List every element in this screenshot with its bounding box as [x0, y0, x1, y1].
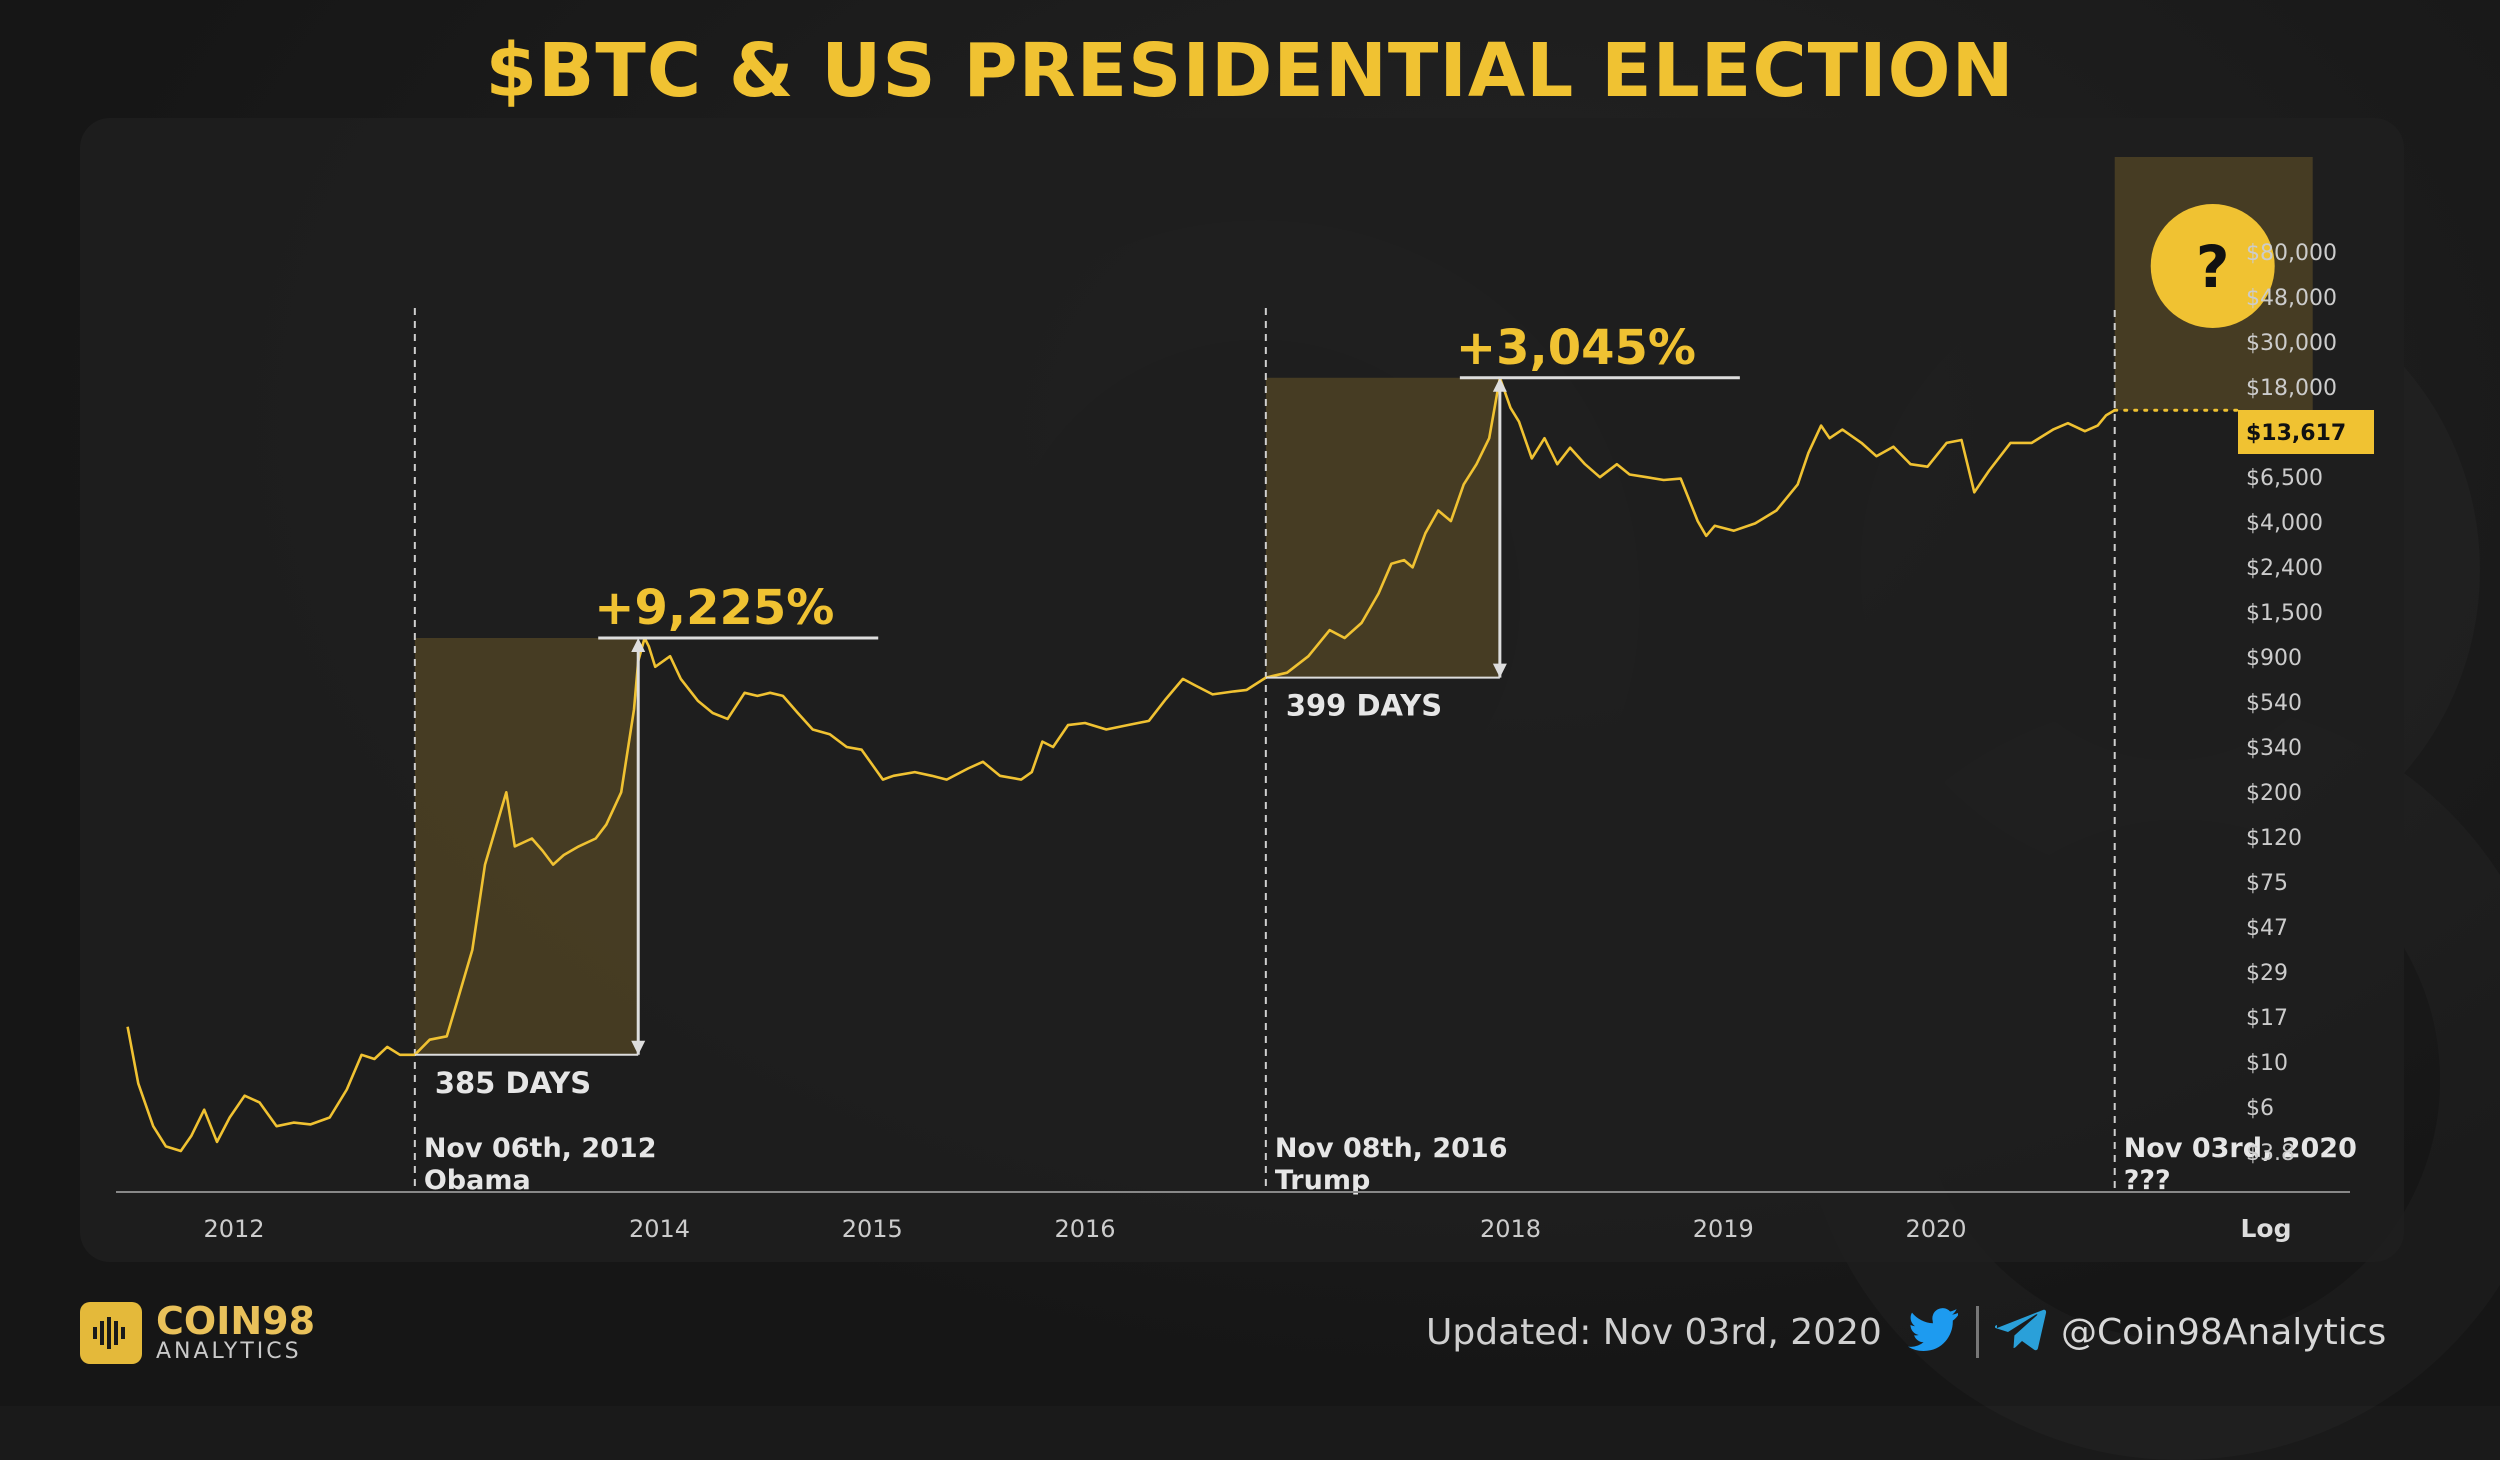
current-price-badge: [2238, 410, 2374, 454]
x-tick-label: 2020: [1905, 1215, 1966, 1243]
rally-arrow-head-down: [1492, 663, 1507, 678]
y-tick-label: $10: [2246, 1051, 2288, 1076]
y-tick-label: $80,000: [2246, 241, 2337, 266]
y-tick-label: $3.8: [2246, 1141, 2295, 1166]
y-tick-label: $200: [2246, 781, 2302, 806]
y-tick-label: $47: [2246, 916, 2288, 941]
rally-box: [414, 637, 639, 1055]
rally-days-label: 385 DAYS: [435, 1066, 591, 1100]
rally-days-label: 399 DAYS: [1286, 689, 1442, 723]
brand-subtitle: ANALYTICS: [156, 1339, 302, 1364]
y-tick-label: $18,000: [2246, 376, 2337, 401]
telegram-icon[interactable]: [1994, 1308, 2047, 1356]
x-tick-label: 2018: [1480, 1215, 1541, 1243]
election-date-label: Nov 03rd, 2020: [2124, 1133, 2357, 1164]
y-tick-label: $1,500: [2246, 601, 2323, 626]
y-tick-label: $4,000: [2246, 511, 2323, 536]
axes: $80,000 $48,000 $30,000 $18,000 $13,617 $6,50…: [116, 241, 2374, 1243]
x-tick-label: 2019: [1693, 1215, 1754, 1243]
y-scale-label: Log: [2240, 1214, 2291, 1243]
logo-icon: [80, 1302, 142, 1364]
election-winner-label: Obama: [424, 1165, 531, 1196]
rally-gain-label: +9,225%: [594, 580, 834, 636]
question-mark: ?: [2196, 233, 2230, 301]
rally-box: [1265, 377, 1500, 678]
election-date-label: Nov 08th, 2016: [1275, 1133, 1508, 1164]
y-tick-label: $6,500: [2246, 466, 2323, 491]
x-tick-label: 2015: [842, 1215, 903, 1243]
y-tick-label: $13,617: [2246, 421, 2346, 446]
price-series: [126, 376, 2116, 1153]
rally-gain-label: +3,045%: [1456, 320, 1696, 376]
brand-name: COIN98: [156, 1299, 316, 1343]
chart-title: $BTC & US PRESIDENTIAL ELECTION: [485, 28, 2015, 114]
updated-date: Updated: Nov 03rd, 2020: [1426, 1312, 1882, 1353]
y-tick-label: $540: [2246, 691, 2302, 716]
divider: [1976, 1306, 1979, 1358]
y-tick-label: $17: [2246, 1006, 2288, 1031]
y-tick-label: $120: [2246, 826, 2302, 851]
rally-arrow-head-up: [631, 637, 646, 652]
y-tick-label: $75: [2246, 871, 2288, 896]
election-date-label: Nov 06th, 2012: [424, 1133, 657, 1164]
y-tick-label: $6: [2246, 1096, 2274, 1121]
y-tick-label: $2,400: [2246, 556, 2323, 581]
rally-arrow-head-up: [1492, 377, 1507, 392]
twitter-icon[interactable]: [1908, 1308, 1960, 1356]
election-winner-label: ???: [2124, 1165, 2171, 1196]
y-tick-label: $29: [2246, 961, 2288, 986]
social-links: @Coin98Analytics: [1908, 1306, 2386, 1358]
y-tick-label: $340: [2246, 736, 2302, 761]
y-tick-label: $30,000: [2246, 331, 2337, 356]
btc-price-line: [126, 376, 2116, 1153]
x-tick-label: 2016: [1054, 1215, 1115, 1243]
brand-logo: COIN98 ANALYTICS: [80, 1302, 315, 1364]
twitter-handle[interactable]: @Coin98Analytics: [2061, 1311, 2387, 1353]
x-tick-label: 2012: [203, 1215, 264, 1243]
y-tick-label: $900: [2246, 646, 2302, 671]
rally-arrow-head-down: [631, 1040, 646, 1055]
annotations: +9,225% 385 DAYS +3,045% 399 DAYS?: [414, 204, 2275, 1100]
x-tick-label: 2014: [629, 1215, 690, 1243]
y-tick-label: $48,000: [2246, 286, 2337, 311]
question-circle: [2150, 204, 2275, 328]
election-winner-label: Trump: [1275, 1165, 1370, 1196]
